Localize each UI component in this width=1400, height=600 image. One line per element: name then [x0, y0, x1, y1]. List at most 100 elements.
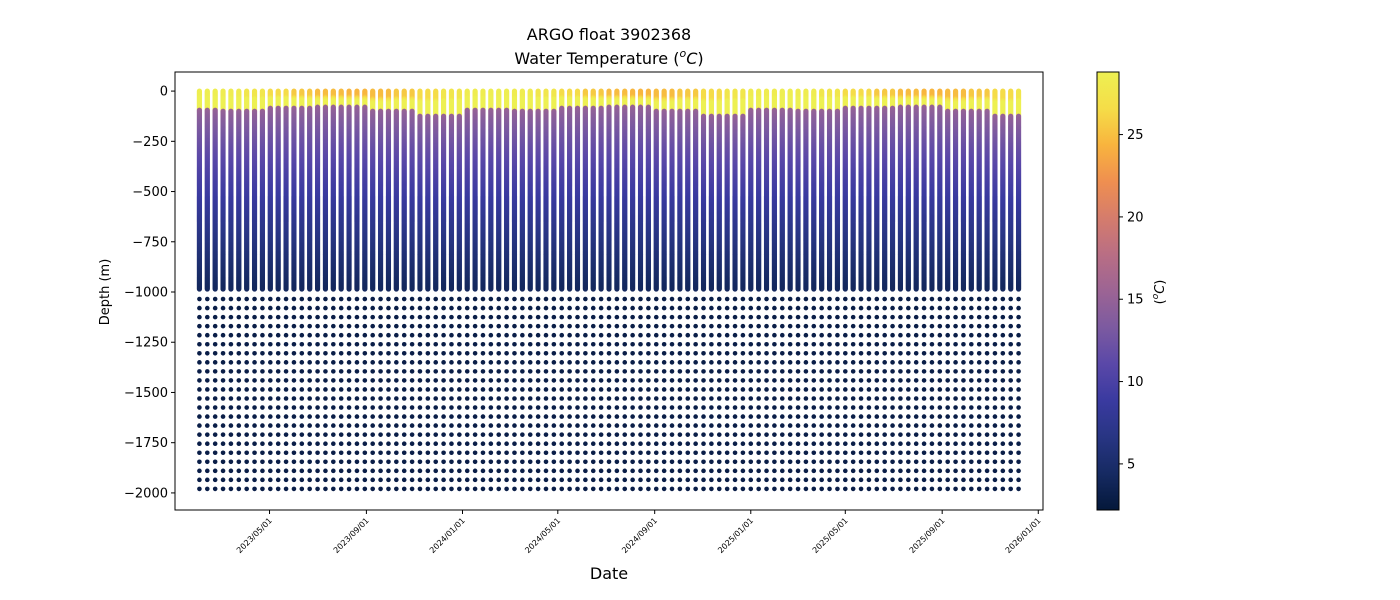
data-point: [204, 369, 210, 374]
data-point: [346, 369, 352, 374]
data-point: [338, 459, 344, 465]
data-point: [197, 414, 202, 419]
data-point: [299, 459, 305, 465]
data-point: [307, 450, 312, 456]
data-point: [252, 405, 257, 410]
data-point: [220, 286, 226, 292]
data-point: [291, 387, 297, 392]
data-point: [260, 323, 265, 329]
data-point: [354, 369, 360, 374]
data-point: [291, 341, 297, 347]
data-point: [331, 387, 336, 392]
data-point: [212, 414, 218, 419]
data-point: [197, 405, 202, 410]
data-point: [260, 441, 265, 447]
data-point: [362, 323, 368, 329]
data-point: [299, 414, 305, 419]
data-point: [283, 296, 289, 302]
data-point: [299, 423, 305, 428]
data-point: [268, 323, 273, 329]
data-point: [338, 486, 344, 492]
data-point: [323, 369, 328, 374]
data-point: [228, 423, 234, 428]
data-point: [338, 378, 344, 383]
data-point: [275, 414, 281, 419]
data-point: [323, 341, 328, 347]
data-point: [212, 432, 218, 437]
data-point: [331, 360, 336, 365]
data-point: [275, 450, 281, 456]
data-point: [307, 387, 312, 392]
data-point: [228, 369, 234, 374]
data-point: [275, 296, 281, 302]
data-point: [236, 396, 242, 401]
data-point: [291, 369, 297, 374]
data-point: [299, 486, 305, 492]
data-point: [331, 396, 336, 401]
data-point: [268, 477, 273, 483]
data-point: [204, 441, 210, 447]
data-point: [268, 432, 273, 437]
data-point: [197, 486, 202, 492]
data-point: [315, 296, 320, 302]
data-point: [323, 332, 328, 338]
data-point: [331, 314, 336, 320]
data-point: [354, 387, 360, 392]
data-point: [323, 323, 328, 329]
data-point: [212, 314, 218, 320]
data-point: [362, 314, 368, 320]
data-point: [260, 341, 265, 347]
data-point: [346, 441, 352, 447]
data-point: [197, 450, 202, 456]
data-point: [228, 350, 234, 356]
data-point: [338, 305, 344, 311]
data-point: [307, 477, 312, 483]
data-point: [338, 350, 344, 356]
data-point: [220, 305, 226, 311]
data-point: [291, 405, 297, 410]
data-point: [291, 305, 297, 311]
data-point: [354, 486, 360, 492]
data-point: [299, 450, 305, 456]
data-point: [299, 332, 305, 338]
data-point: [236, 459, 242, 465]
data-point: [283, 396, 289, 401]
data-point: [307, 314, 312, 320]
data-point: [252, 432, 257, 437]
data-point: [307, 486, 312, 492]
data-point: [244, 360, 249, 365]
data-point: [346, 350, 352, 356]
data-point: [268, 378, 273, 383]
data-point: [197, 387, 202, 392]
data-point: [307, 441, 312, 447]
data-point: [228, 432, 234, 437]
data-point: [197, 423, 202, 428]
data-point: [260, 332, 265, 338]
data-point: [197, 305, 202, 311]
data-point: [268, 396, 273, 401]
data-point: [197, 441, 202, 447]
data-point: [307, 305, 312, 311]
data-point: [212, 360, 218, 365]
data-point: [197, 332, 202, 338]
data-point: [220, 314, 226, 320]
data-point: [315, 414, 320, 419]
data-point: [228, 486, 234, 492]
data-point: [315, 486, 320, 492]
data-point: [283, 286, 289, 292]
data-point: [346, 314, 352, 320]
data-point: [346, 468, 352, 474]
data-point: [323, 441, 328, 447]
data-point: [338, 432, 344, 437]
data-point: [362, 405, 368, 410]
data-point: [323, 396, 328, 401]
data-point: [307, 468, 312, 474]
data-point: [197, 350, 202, 356]
data-point: [212, 332, 218, 338]
data-point: [204, 341, 210, 347]
data-point: [291, 477, 297, 483]
data-point: [204, 459, 210, 465]
data-point: [323, 350, 328, 356]
data-point: [362, 387, 368, 392]
